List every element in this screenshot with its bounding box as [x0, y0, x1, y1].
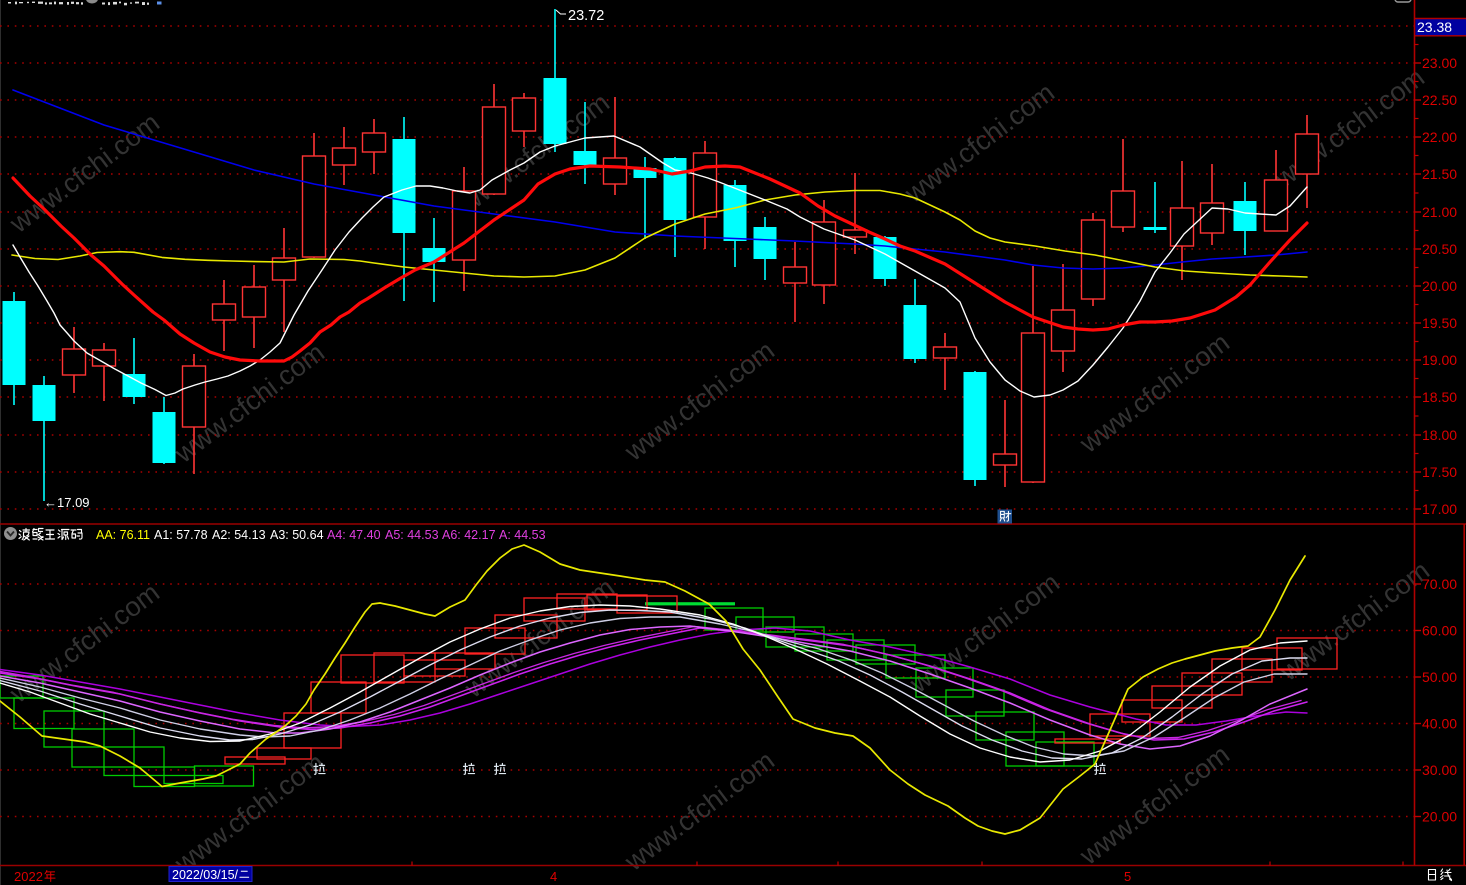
svg-text:21.50: 21.50 — [1422, 166, 1457, 182]
svg-text:A4: 47.40: A4: 47.40 — [327, 528, 381, 542]
svg-text:22.50: 22.50 — [1422, 92, 1457, 108]
svg-text:2022: 2022 — [14, 869, 43, 884]
svg-text:50.00: 50.00 — [1422, 669, 1457, 685]
svg-text:21.00: 21.00 — [1422, 204, 1457, 220]
svg-text:22.00: 22.00 — [1422, 129, 1457, 145]
svg-text:19.50: 19.50 — [1422, 315, 1457, 331]
svg-text:20.00: 20.00 — [1422, 809, 1457, 825]
svg-text:23.38: 23.38 — [1417, 19, 1452, 35]
svg-text:17.00: 17.00 — [1422, 501, 1457, 517]
svg-text:4: 4 — [550, 869, 557, 884]
svg-text:70.00: 70.00 — [1422, 576, 1457, 592]
svg-text:18.50: 18.50 — [1422, 389, 1457, 405]
svg-text:A3: 50.64: A3: 50.64 — [270, 528, 324, 542]
svg-text:AA: 76.11: AA: 76.11 — [96, 528, 150, 542]
svg-text:23.72: 23.72 — [568, 8, 604, 24]
svg-text:A2: 54.13: A2: 54.13 — [212, 528, 266, 542]
svg-text:←17.09: ←17.09 — [44, 495, 90, 510]
svg-text:30.00: 30.00 — [1422, 762, 1457, 778]
svg-text:60.00: 60.00 — [1422, 623, 1457, 639]
svg-text:40.00: 40.00 — [1422, 716, 1457, 732]
svg-text:A1: 57.78: A1: 57.78 — [154, 528, 208, 542]
svg-text:A5: 44.53: A5: 44.53 — [385, 528, 439, 542]
svg-text:17.50: 17.50 — [1422, 464, 1457, 480]
svg-text:2022/03/15/: 2022/03/15/ — [172, 868, 239, 882]
svg-text:18.00: 18.00 — [1422, 427, 1457, 443]
svg-text:A: 44.53: A: 44.53 — [499, 528, 546, 542]
svg-text:20.00: 20.00 — [1422, 278, 1457, 294]
svg-text:19.00: 19.00 — [1422, 352, 1457, 368]
svg-text:23.00: 23.00 — [1422, 55, 1457, 71]
svg-text:5: 5 — [1124, 869, 1131, 884]
svg-text:A6: 42.17: A6: 42.17 — [442, 528, 496, 542]
svg-text:20.50: 20.50 — [1422, 241, 1457, 257]
